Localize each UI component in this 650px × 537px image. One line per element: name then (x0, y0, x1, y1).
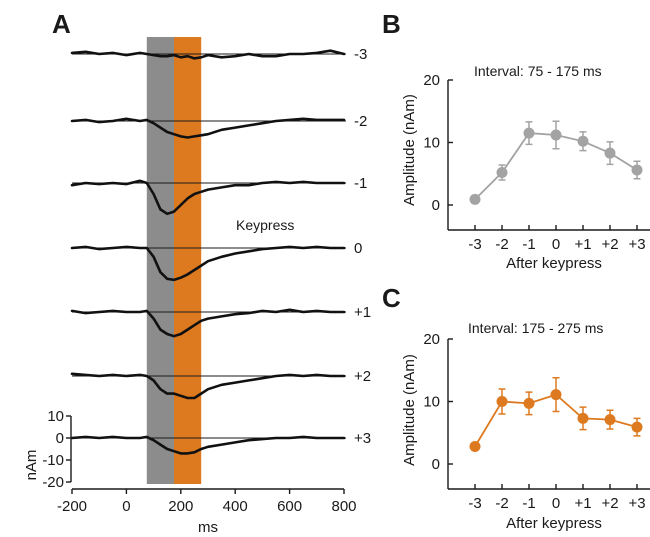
trace-+2 (70, 372, 346, 400)
time-windows (146, 37, 202, 484)
keypress-label: Keypress (236, 217, 294, 233)
y-tick-label-b: 0 (432, 197, 440, 214)
y-tick-label-a: 0 (56, 430, 64, 447)
panel-a-letter: A (52, 9, 71, 39)
x-tick-label-a: 600 (277, 498, 302, 515)
y-axis-label-nam: nAm (23, 450, 40, 481)
trace-label-+3: +3 (354, 430, 371, 447)
y-tick-label-a: 10 (47, 408, 64, 425)
x-tick-label-a: 400 (223, 498, 248, 515)
panel-c-x-label: After keypress (506, 515, 602, 532)
x-axis-label-ms: ms (198, 519, 218, 536)
data-point-b (523, 127, 535, 139)
panel-b-interval-label: Interval: 75 - 175 ms (474, 63, 602, 79)
y-tick-label-a: -10 (42, 452, 64, 469)
y-tick-label-c: 0 (432, 456, 440, 473)
window-75-175-gray (146, 37, 174, 484)
x-tick-label-a: -200 (57, 498, 87, 515)
y-tick-label-c: 20 (423, 331, 440, 348)
data-point-b (631, 164, 643, 176)
trace-+1 (70, 308, 346, 338)
data-point-c (496, 396, 508, 407)
data-point-c (550, 389, 562, 401)
data-point-c (577, 412, 589, 424)
x-tick-label-c: -2 (495, 495, 508, 512)
panel-c: C Interval: 175 - 275 ms Amplitude (nAm)… (382, 283, 650, 532)
trace-label-+2: +2 (354, 368, 371, 385)
y-tick-label-b: 20 (423, 72, 440, 89)
trace-label-+1: +1 (354, 304, 371, 321)
panel-b-letter: B (382, 9, 401, 39)
panel-a-axes: 10 0 -10 -20 -200 0 200 400 600 800 (42, 408, 356, 515)
x-tick-label-c: -1 (522, 495, 535, 512)
x-tick-label-c: 0 (552, 495, 560, 512)
panel-b-y-label: Amplitude (nAm) (401, 94, 418, 206)
trace-label--2: -2 (354, 113, 367, 130)
y-tick-label-b: 10 (423, 135, 440, 152)
trace-+3 (70, 435, 346, 455)
trace-label--1: -1 (354, 175, 367, 192)
panel-b-x-label: After keypress (506, 255, 602, 272)
x-tick-label-c: -3 (468, 495, 481, 512)
panel-b-plot: 20 10 0 -3 -2 -1 0 +1 +2 +3 (423, 72, 650, 253)
x-tick-label-b: 0 (552, 236, 560, 253)
x-tick-label-b: -1 (522, 236, 535, 253)
window-175-275-orange (174, 37, 202, 484)
data-point-c (469, 441, 481, 452)
y-tick-label-a: -20 (42, 474, 64, 491)
panel-c-plot: 20 10 0 -3 -2 -1 0 +1 +2 +3 (423, 331, 650, 512)
data-point-b (577, 135, 589, 147)
panel-b: B Interval: 75 - 175 ms Amplitude (nAm) … (382, 9, 650, 272)
data-point-b (469, 193, 481, 205)
data-point-c (523, 397, 535, 409)
x-tick-label-a: 0 (122, 498, 130, 515)
x-tick-label-c: +2 (601, 495, 618, 512)
panel-c-interval-label: Interval: 175 - 275 ms (468, 320, 603, 336)
y-tick-label-c: 10 (423, 394, 440, 411)
trace-stack: -3 -2 -1 0 +1 +2 +3 (70, 46, 371, 455)
trace-label--3: -3 (354, 46, 367, 63)
x-tick-label-b: -2 (495, 236, 508, 253)
panel-c-letter: C (382, 283, 401, 313)
data-point-b (550, 129, 562, 141)
x-tick-label-c: +3 (628, 495, 645, 512)
data-point-c (631, 421, 643, 433)
trace-label-0: 0 (354, 240, 362, 257)
data-point-b (496, 167, 508, 178)
data-point-c (604, 414, 616, 426)
x-tick-label-a: 800 (331, 498, 356, 515)
data-point-b (604, 147, 616, 159)
x-tick-label-b: +3 (628, 236, 645, 253)
x-tick-label-b: +2 (601, 236, 618, 253)
trace-0 (70, 245, 346, 282)
panel-c-y-label: Amplitude (nAm) (401, 354, 418, 466)
x-tick-label-a: 200 (168, 498, 193, 515)
panel-a: -3-2-10+1+2+3 A Keypress 100-10-20-200 0 2… (23, 9, 371, 536)
trace--2 (70, 117, 346, 139)
x-tick-label-b: +1 (574, 236, 591, 253)
trace--3 (70, 49, 346, 60)
x-tick-label-c: +1 (574, 495, 591, 512)
trace--1 (70, 179, 346, 216)
x-tick-label-b: -3 (468, 236, 481, 253)
